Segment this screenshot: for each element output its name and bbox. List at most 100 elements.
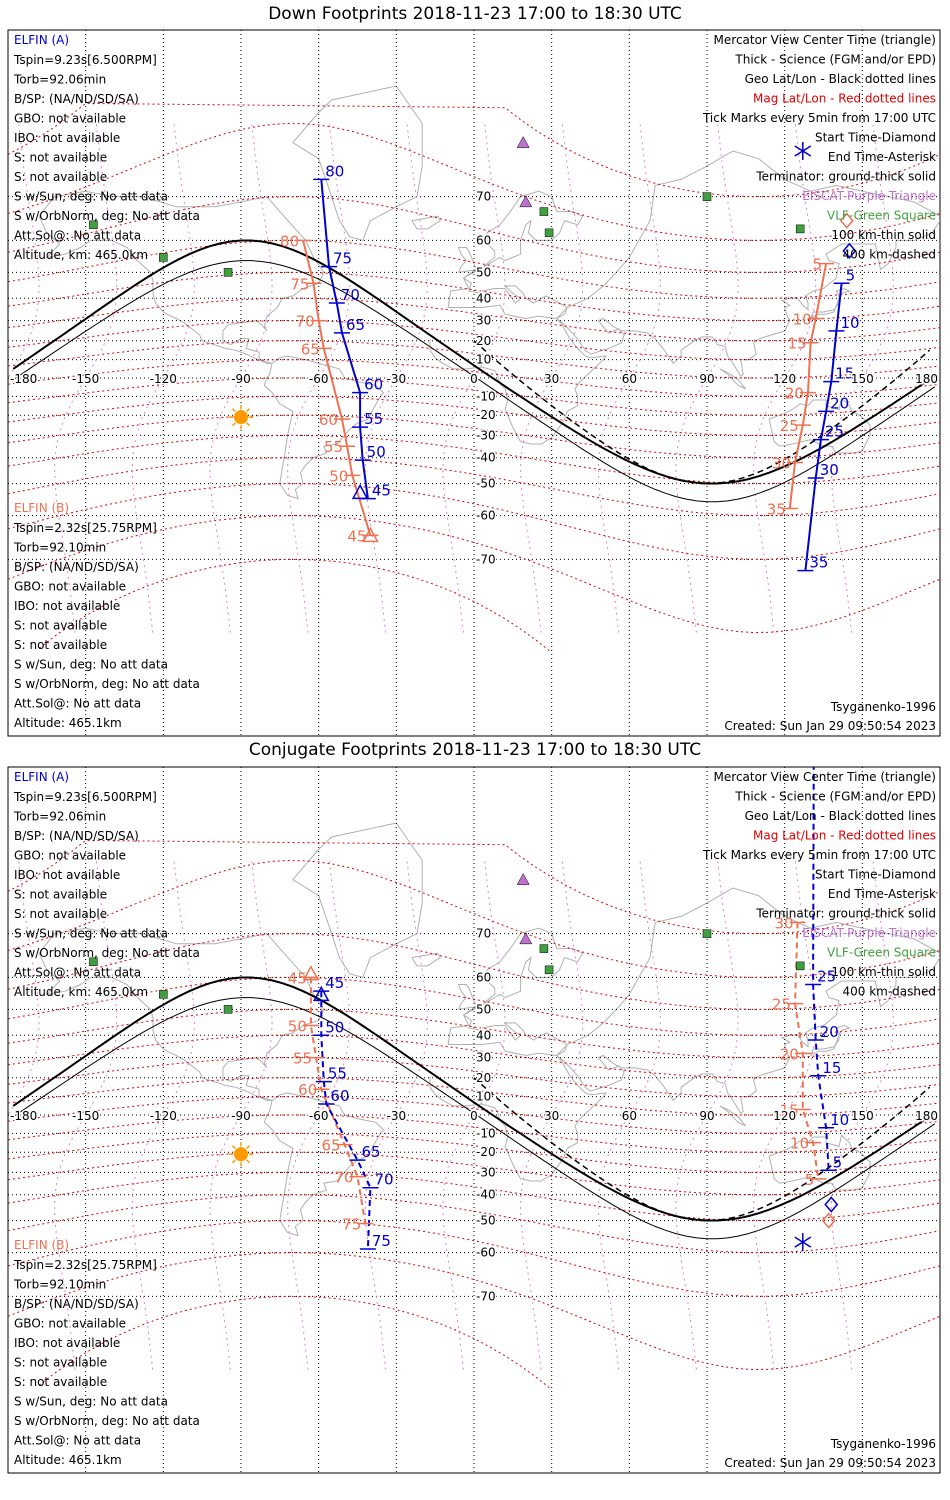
elfin-a-info-line: Att.Sol@: No att data xyxy=(14,966,141,980)
lat-tick-label: 20 xyxy=(476,334,491,348)
lat-tick-label: 20 xyxy=(476,1071,491,1085)
elfin-a-info-line: B/SP: (NA/ND/SD/SA) xyxy=(14,829,139,843)
elfin-a-info-line: IBO: not available xyxy=(14,868,120,882)
mag-parallel xyxy=(8,122,940,241)
mag-meridian xyxy=(753,123,817,633)
elfin-a-tick-label: 50 xyxy=(367,443,386,461)
elfin-b-info-line: B/SP: (NA/ND/SD/SA) xyxy=(14,560,139,574)
elfin-a-end-asterisk xyxy=(794,1233,812,1252)
mag-parallel xyxy=(8,1096,940,1134)
coastline xyxy=(447,190,584,320)
elfin-a-tick-label: 30 xyxy=(820,461,839,479)
vlf-square xyxy=(539,207,549,216)
mag-parallel xyxy=(8,320,940,361)
vlf-square xyxy=(795,961,805,971)
coastline xyxy=(429,318,608,445)
lat-tick-label: -60 xyxy=(476,1246,496,1260)
elfin-a-end-asterisk xyxy=(794,142,812,161)
elfin-b-tick-label: 45 xyxy=(288,969,307,987)
elfin-a-track xyxy=(812,767,830,1171)
coastline xyxy=(411,215,441,230)
mag-meridian xyxy=(520,860,584,1370)
elfin-b-center-triangle xyxy=(302,965,320,981)
mag-parallel xyxy=(8,359,940,397)
eiscat-triangle xyxy=(516,136,530,148)
elfin-a-tick-label: 5 xyxy=(846,266,856,284)
elfin-b-tick-label: 75 xyxy=(290,275,309,293)
lat-tick-label: 40 xyxy=(476,291,491,305)
lat-tick-label: -40 xyxy=(476,1188,496,1202)
elfin-b-info-line: Torb=92.10min xyxy=(13,1278,106,1292)
coastline xyxy=(292,822,423,979)
elfin-a-info-line: Tspin=9.23s[6.500RPM] xyxy=(13,53,157,67)
map-panel-down: 8075706560555045510152025303580757065605… xyxy=(7,29,941,737)
terminator-400km xyxy=(473,340,931,485)
lon-tick-label: -30 xyxy=(387,372,407,386)
mag-parallel xyxy=(8,1151,940,1196)
elfin-a-center-triangle xyxy=(313,985,330,1002)
elfin-a-tick-label: 55 xyxy=(328,1065,347,1083)
mag-meridian xyxy=(830,123,894,633)
elfin-a-tick-label: 10 xyxy=(840,314,859,332)
lon-tick-label: -150 xyxy=(72,1109,99,1123)
elfin-a-info-line: Altitude, km: 465.0km xyxy=(14,248,148,262)
vlf-square xyxy=(702,192,712,201)
lon-tick-label: -60 xyxy=(309,372,329,386)
legend-entry: Start Time-Diamond xyxy=(815,868,936,882)
lon-tick-label: 180 xyxy=(915,372,938,386)
elfin-a-tick-label: 15 xyxy=(822,1059,841,1077)
elfin-a-info-line: S w/OrbNorm, deg: No att data xyxy=(14,946,200,960)
mag-meridian xyxy=(830,860,894,1370)
elfin-b-tick-label: 30 xyxy=(772,455,791,473)
mag-parallel xyxy=(8,1114,940,1153)
coastline xyxy=(457,984,478,1010)
elfin-a-info-line: Att.Sol@: No att data xyxy=(14,229,141,243)
elfin-a-info-line: S w/OrbNorm, deg: No att data xyxy=(14,209,200,223)
elfin-b-info-line: IBO: not available xyxy=(14,599,120,613)
created-timestamp: Created: Sun Jan 29 09:50:54 2023 xyxy=(724,1456,936,1470)
elfin-b-info-line: Att.Sol@: No att data xyxy=(14,697,141,711)
lon-tick-label: -180 xyxy=(10,372,37,386)
lon-tick-label: 30 xyxy=(544,1109,559,1123)
lat-tick-label: 10 xyxy=(476,353,491,367)
elfin-b-tick-label: 15 xyxy=(780,1102,799,1120)
elfin-b-tick-label: 35 xyxy=(767,501,786,519)
elfin-b-tick-label: 15 xyxy=(787,335,806,353)
elfin-b-info-line: Tspin=2.32s[25.75RPM] xyxy=(13,1258,157,1272)
elfin-b-tick-label: 50 xyxy=(288,1017,307,1035)
map-content: 4550556065707530252015105455055606570753… xyxy=(8,767,940,1473)
elfin-a-info-line: GBO: not available xyxy=(14,112,126,126)
lon-tick-label: -90 xyxy=(231,1109,251,1123)
elfin-a-tick-label: 65 xyxy=(362,1143,381,1161)
model-label: Tsyganenko-1996 xyxy=(830,700,936,714)
elfin-a-info-line: Torb=92.06min xyxy=(13,73,106,87)
mag-parallel xyxy=(8,1034,940,1079)
elfin-a-info-line: Tspin=9.23s[6.500RPM] xyxy=(13,790,157,804)
legend-entry: EISCAT-Purple Triangle xyxy=(802,189,936,203)
lat-tick-label: -10 xyxy=(476,1126,496,1140)
panel-title-conjugate: Conjugate Footprints 2018-11-23 17:00 to… xyxy=(248,740,702,760)
coastline xyxy=(263,1092,385,1237)
created-timestamp: Created: Sun Jan 29 09:50:54 2023 xyxy=(724,719,936,733)
elfin-b-tick-label: 70 xyxy=(296,313,315,331)
elfin-b-start-diamond xyxy=(821,1212,836,1229)
elfin-b-info-line: S: not available xyxy=(14,638,107,652)
mag-meridian xyxy=(520,123,584,633)
elfin-a-start-diamond xyxy=(842,242,857,260)
legend-entry: Terminator: ground-thick solid xyxy=(755,170,936,184)
elfin-a-info-line: Torb=92.06min xyxy=(13,810,106,824)
elfin-b-info-line: S w/OrbNorm, deg: No att data xyxy=(14,1414,200,1428)
elfin-a-tick-label: 70 xyxy=(374,1171,393,1189)
lat-tick-label: -70 xyxy=(476,1289,496,1303)
mag-meridian xyxy=(131,860,195,1370)
lon-tick-label: 90 xyxy=(699,372,714,386)
lon-tick-label: 0 xyxy=(470,372,478,386)
elfin-b-center-triangle xyxy=(362,526,379,543)
terminator-ground xyxy=(12,239,936,485)
mag-parallel xyxy=(8,1171,940,1222)
elfin-b-tick-label: 50 xyxy=(329,467,348,485)
elfin-a-tick-label: 15 xyxy=(835,365,854,383)
mag-meridian xyxy=(54,860,118,1370)
elfin-b-tick-label: 5 xyxy=(813,256,823,274)
elfin-a-tick-label: 75 xyxy=(333,250,352,268)
